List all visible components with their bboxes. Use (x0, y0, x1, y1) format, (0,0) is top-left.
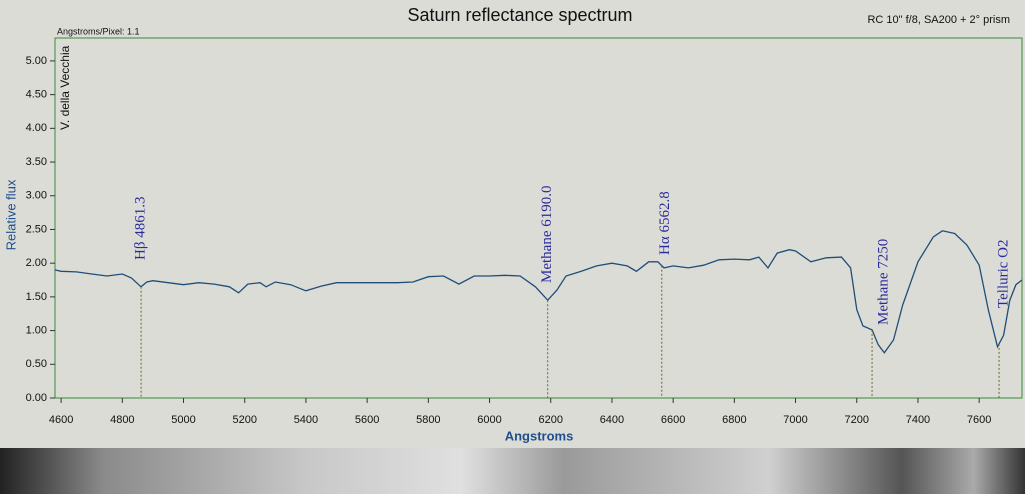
y-tick-label: 4.00 (26, 122, 47, 134)
annotation-label: Hα 6562.8 (657, 191, 673, 255)
x-tick-label: 6200 (538, 414, 562, 426)
x-tick-label: 6800 (722, 414, 746, 426)
y-tick-label: 2.00 (26, 257, 47, 269)
x-tick-label: 5200 (232, 414, 256, 426)
x-tick-label: 5600 (355, 414, 379, 426)
y-tick-label: 1.50 (26, 291, 47, 303)
x-tick-label: 5000 (171, 414, 195, 426)
y-tick-label: 1.00 (26, 324, 47, 336)
y-tick-label: 5.00 (26, 55, 47, 67)
x-axis-label: Angstroms (505, 428, 574, 443)
x-tick-label: 7600 (967, 414, 991, 426)
subtitle: RC 10" f/8, SA200 + 2° prism (867, 14, 1010, 26)
observer: V. della Vecchia (58, 45, 72, 130)
y-axis-label: Relative flux (3, 179, 18, 250)
spectrum-line (54, 230, 1023, 354)
note: Angstroms/Pixel: 1.1 (57, 26, 140, 36)
x-tick-label: 6400 (600, 414, 624, 426)
x-tick-label: 4800 (110, 414, 134, 426)
y-tick-label: 2.50 (26, 223, 47, 235)
x-tick-label: 7400 (906, 414, 930, 426)
x-tick-label: 6600 (661, 414, 685, 426)
x-tick-label: 7200 (845, 414, 869, 426)
x-tick-label: 5400 (294, 414, 318, 426)
annotation-label: Methane 7250 (875, 239, 891, 325)
x-tick-label: 5800 (416, 414, 440, 426)
annotation-label: Hβ 4861.3 (133, 197, 149, 260)
plot-area (54, 37, 1023, 399)
spectrum-strip (0, 448, 1025, 494)
annotation-label: Methane 6190.0 (539, 186, 555, 283)
y-tick-label: 3.00 (26, 190, 47, 202)
y-tick-label: 0.50 (26, 358, 47, 370)
annotation-label: Telluric O2 (995, 239, 1011, 308)
y-tick-label: 0.00 (26, 392, 47, 404)
x-tick-label: 6000 (477, 414, 501, 426)
y-tick-label: 4.50 (26, 89, 47, 101)
x-tick-label: 4600 (49, 414, 73, 426)
chart-title: Saturn reflectance spectrum (407, 5, 632, 25)
x-tick-label: 7000 (783, 414, 807, 426)
y-tick-label: 3.50 (26, 156, 47, 168)
